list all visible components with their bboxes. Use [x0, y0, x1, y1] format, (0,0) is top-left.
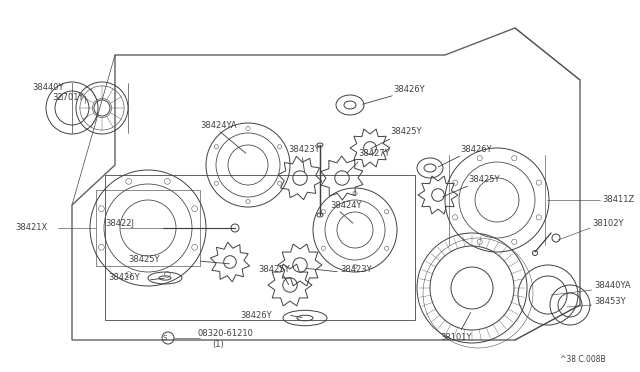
Text: 38426Y: 38426Y	[460, 144, 492, 154]
Text: 38423Y: 38423Y	[288, 144, 319, 154]
Text: 38440YA: 38440YA	[594, 280, 630, 289]
Text: 38440Y: 38440Y	[32, 83, 63, 92]
Text: 38426Y: 38426Y	[108, 273, 140, 282]
Text: 38424Y: 38424Y	[330, 201, 362, 209]
Text: 38421X: 38421X	[15, 224, 47, 232]
Text: ^38 C.008B: ^38 C.008B	[560, 356, 605, 365]
Text: 38411Z: 38411Z	[602, 196, 634, 205]
Text: S: S	[163, 335, 167, 341]
Text: 38425Y: 38425Y	[468, 176, 499, 185]
Text: (1): (1)	[212, 340, 224, 350]
Text: 32701Y: 32701Y	[52, 93, 83, 103]
Text: 38424YA: 38424YA	[200, 121, 237, 129]
Text: 38426Y: 38426Y	[240, 311, 271, 320]
Text: 38426Y: 38426Y	[393, 86, 424, 94]
Text: 38102Y: 38102Y	[592, 218, 623, 228]
Text: 38453Y: 38453Y	[594, 298, 626, 307]
Text: 38427Y: 38427Y	[358, 150, 390, 158]
Text: 08320-61210: 08320-61210	[198, 328, 254, 337]
Text: 38425Y: 38425Y	[128, 254, 159, 263]
Text: 38422J: 38422J	[105, 219, 134, 228]
Text: 38423Y: 38423Y	[340, 266, 372, 275]
Text: 38101Y: 38101Y	[440, 333, 472, 341]
Text: 38425Y: 38425Y	[258, 266, 289, 275]
Text: 38425Y: 38425Y	[390, 128, 422, 137]
